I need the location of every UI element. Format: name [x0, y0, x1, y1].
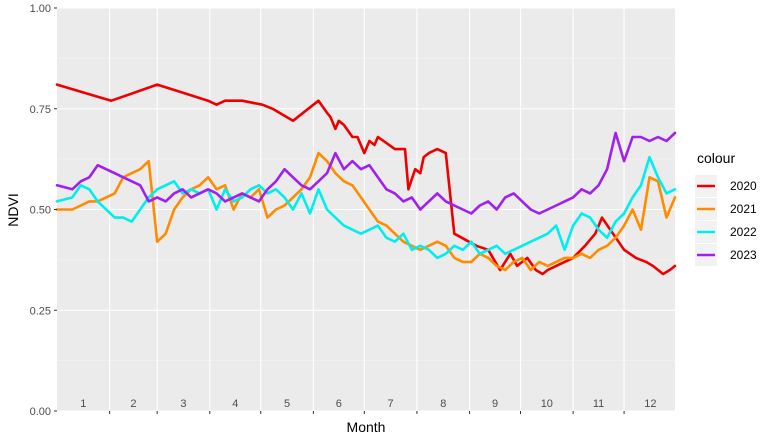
month-label: 12: [644, 398, 656, 410]
x-axis-title: Month: [347, 419, 386, 435]
y-axis-title: NDVI: [5, 193, 21, 226]
legend-label-2020: 2020: [730, 179, 757, 193]
x-axis: 1 2 3 4 5 6 7 8 9 10 11 12: [80, 398, 657, 414]
series-lines: [55, 83, 677, 276]
series-line-2020: [55, 83, 677, 276]
month-label: 3: [180, 398, 186, 410]
month-label: 9: [492, 398, 498, 410]
grid-lines: [57, 7, 675, 412]
month-label: 2: [130, 398, 136, 410]
month-label: 8: [440, 398, 446, 410]
month-label: 4: [232, 398, 238, 410]
legend-label-2023: 2023: [730, 248, 757, 262]
y-tick-label: 0.50: [30, 205, 51, 217]
legend-label-2022: 2022: [730, 225, 757, 239]
month-label: 6: [336, 398, 342, 410]
month-label: 7: [388, 398, 394, 410]
y-tick-label: 1.00: [30, 3, 51, 15]
y-tick-label: 0.25: [30, 305, 51, 317]
legend-label-2021: 2021: [730, 202, 757, 216]
month-label: 1: [80, 398, 86, 410]
month-label: 10: [541, 398, 553, 410]
legend: colour 2020 2021 2022 2023: [695, 150, 757, 266]
series-line-2021: [55, 151, 677, 272]
series-line-2023: [55, 131, 677, 215]
legend-title: colour: [697, 150, 735, 166]
y-tick-label: 0.00: [30, 406, 51, 418]
series-line-2022: [55, 155, 677, 260]
y-tick-label: 0.75: [30, 104, 51, 116]
month-label: 5: [284, 398, 290, 410]
y-axis: 0.00 0.25 0.50 0.75 1.00: [30, 3, 57, 418]
month-label: 11: [593, 398, 604, 410]
